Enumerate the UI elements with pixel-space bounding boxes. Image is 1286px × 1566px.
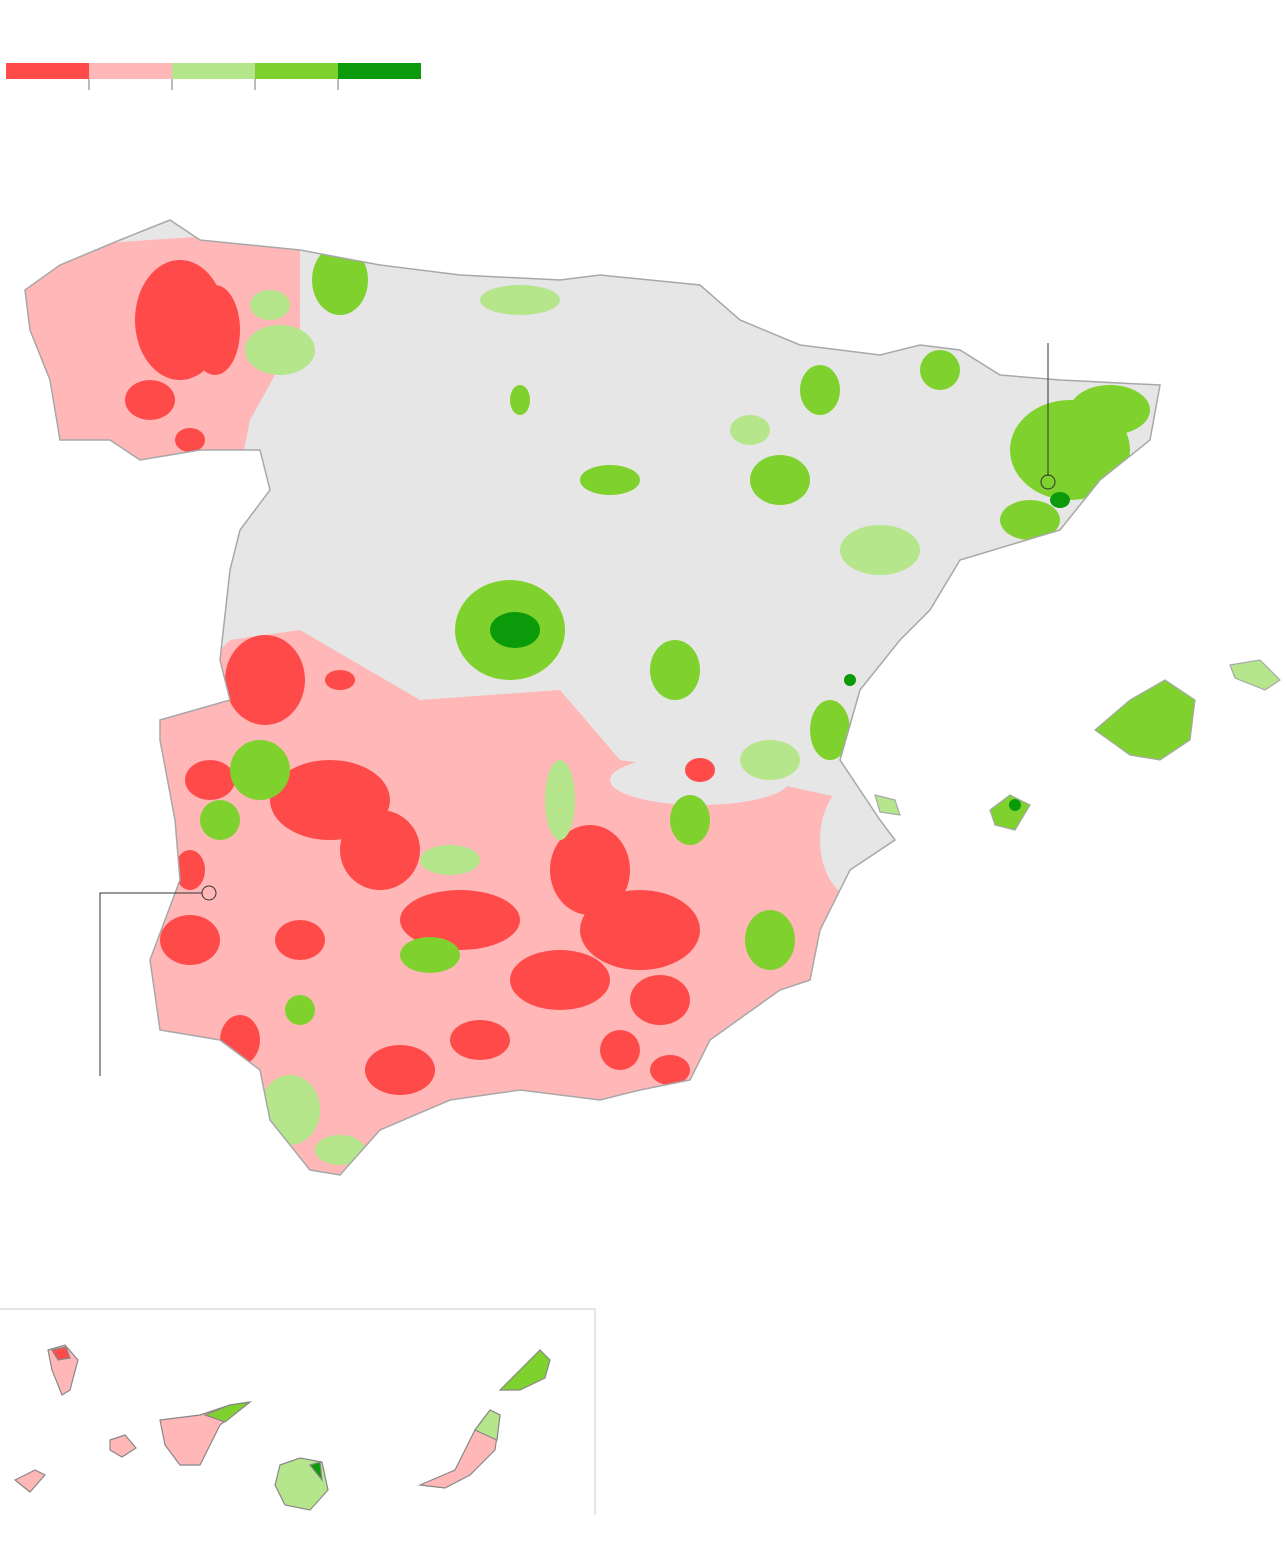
legend-swatch [89, 63, 172, 79]
dark-green-areas [490, 492, 1070, 686]
legend [6, 63, 421, 90]
balearic-islands [874, 659, 1281, 831]
legend-swatch [255, 63, 338, 79]
legend-swatch [172, 63, 255, 79]
legend-swatch [338, 63, 421, 79]
canary-inset [0, 1308, 596, 1515]
annotation-leaders [99, 343, 1056, 1076]
light-green-areas [245, 285, 920, 1165]
red-areas [125, 260, 715, 1095]
legend-swatch [6, 63, 89, 79]
municipalities [25, 230, 1150, 1175]
peninsula [24, 219, 1161, 1176]
